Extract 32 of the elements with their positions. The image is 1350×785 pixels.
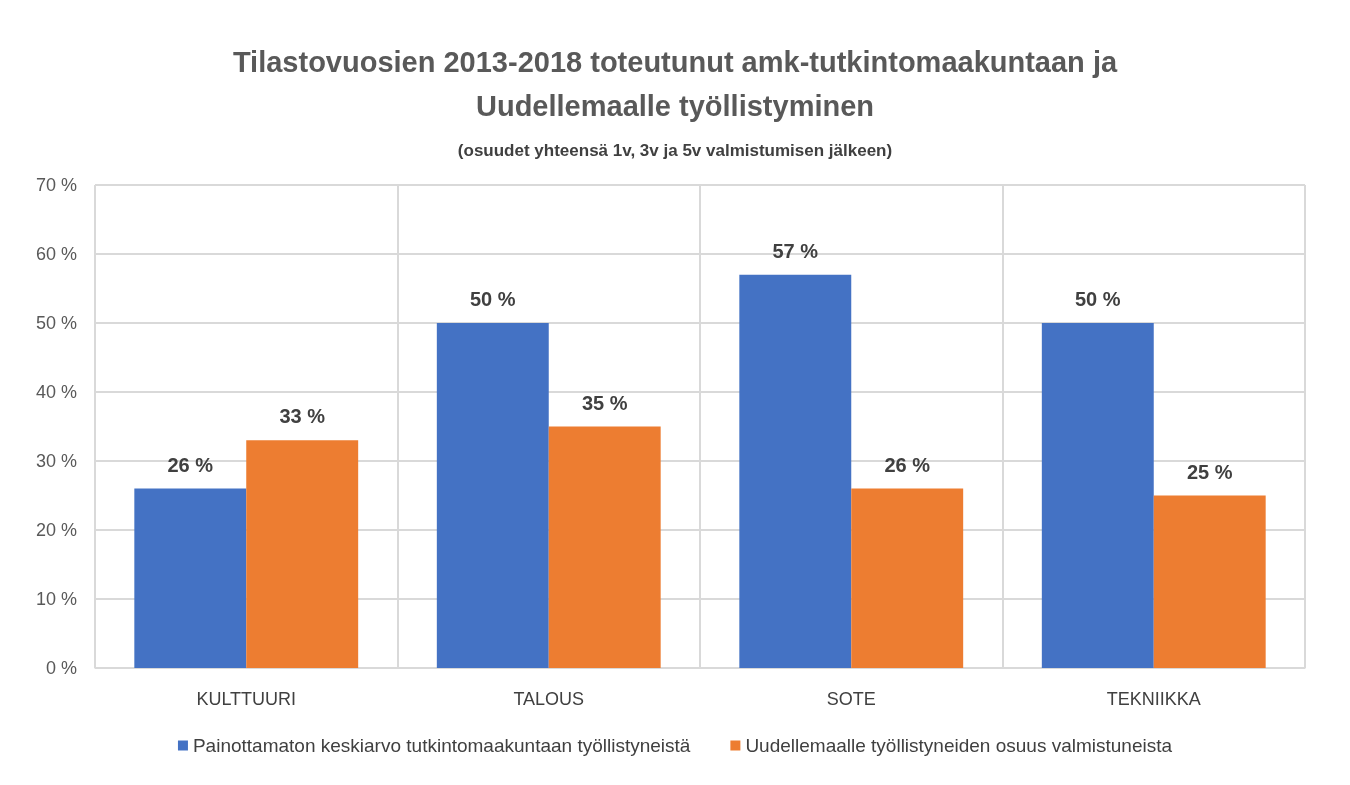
bar: [1153, 495, 1266, 668]
y-tick-label: 60 %: [35, 244, 77, 264]
x-tick-label: KULTTUURI: [196, 689, 297, 709]
y-tick-label: 70 %: [35, 175, 77, 195]
data-label: 25 %: [1186, 460, 1233, 483]
chart-title: Tilastovuosien 2013-2018 toteutunut amk-tutkintomaakuntaan ja Uudellemaalle työllistyminen: [232, 46, 1118, 122]
data-label: 33 %: [279, 405, 326, 428]
y-tick-label: 30 %: [35, 451, 77, 471]
bar: [739, 274, 852, 668]
y-tick-label: 20 %: [35, 520, 77, 540]
x-tick-label: TALOUS: [513, 689, 585, 709]
legend-label: Painottamaton keskiarvo tutkintomaakuntaan työllistyneistä: [192, 735, 691, 756]
chart-subtitle: (osuudet yhteensä 1v, 3v ja 5v valmistumisen jälkeen): [457, 141, 893, 160]
y-tick-label: 50 %: [35, 313, 77, 333]
y-tick-label: 0 %: [45, 658, 77, 678]
bar: [436, 323, 549, 668]
y-tick-label: 40 %: [35, 382, 77, 402]
data-label: 26 %: [884, 453, 931, 476]
y-tick-label: 10 %: [35, 589, 77, 609]
bar: [246, 440, 359, 668]
x-tick-label: TEKNIIKKA: [1106, 689, 1201, 709]
data-label: 35 %: [581, 391, 628, 414]
legend-label: Uudellemaalle työllistyneiden osuus valmistuneista: [745, 735, 1173, 756]
bar: [1041, 323, 1154, 668]
bar: [548, 426, 661, 668]
data-label: 50 %: [1074, 288, 1121, 310]
bar: [851, 488, 964, 668]
data-label: 57 %: [772, 239, 819, 262]
data-label: 50 %: [469, 288, 516, 310]
data-label: 26 %: [167, 453, 214, 476]
x-tick-label: SOTE: [826, 689, 876, 709]
bar: [134, 488, 247, 668]
